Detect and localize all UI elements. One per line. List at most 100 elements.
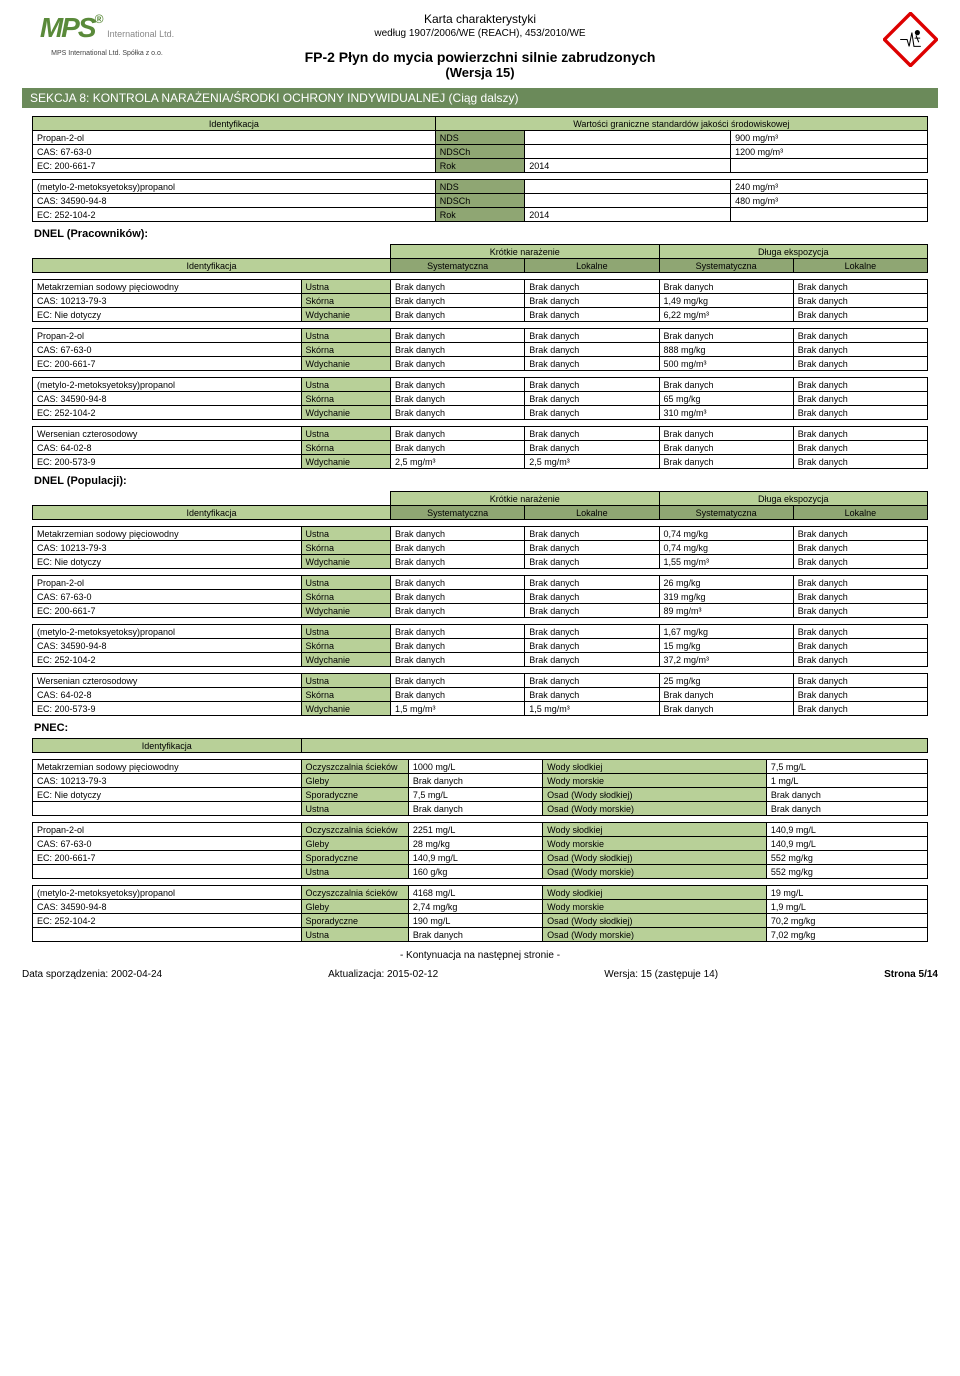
value-cell: Brak danych xyxy=(391,343,525,357)
value-cell: 2,74 mg/kg xyxy=(408,900,542,914)
route-cell: Skórna xyxy=(301,541,391,555)
dnel-group-table: Metakrzemian sodowy pięciowodnyUstnaBrak… xyxy=(32,526,928,569)
value-cell: Brak danych xyxy=(391,555,525,569)
route-cell: Skórna xyxy=(301,688,391,702)
route-cell: Sporadyczne xyxy=(301,914,408,928)
value-cell: Brak danych xyxy=(525,308,659,322)
value-cell: Brak danych xyxy=(659,378,793,392)
value-cell: Brak danych xyxy=(391,378,525,392)
value-cell: 310 mg/m³ xyxy=(659,406,793,420)
value-cell: Brak danych xyxy=(525,406,659,420)
value-cell: Brak danych xyxy=(525,329,659,343)
value-cell: 2,5 mg/m³ xyxy=(525,455,659,469)
table-row: Metakrzemian sodowy pięciowodnyUstnaBrak… xyxy=(33,280,928,294)
dnel-group-table: Wersenian czterosodowyUstnaBrak danychBr… xyxy=(32,426,928,469)
value-cell: 7,5 mg/L xyxy=(766,760,927,774)
substance-id: EC: 200-661-7 xyxy=(33,851,302,865)
substance-id: CAS: 67-63-0 xyxy=(33,590,302,604)
route-cell: Ustna xyxy=(301,378,391,392)
value-cell: 28 mg/kg xyxy=(408,837,542,851)
value-cell: 500 mg/m³ xyxy=(659,357,793,371)
long-exposure-header: Długa ekspozycja xyxy=(659,245,928,259)
value-cell: Brak danych xyxy=(391,541,525,555)
value-cell: Brak danych xyxy=(391,427,525,441)
value-cell: 7,02 mg/kg xyxy=(766,928,927,942)
route-cell: Oczyszczalnia ścieków xyxy=(301,886,408,900)
value-cell: Brak danych xyxy=(793,653,927,667)
compartment-cell: Wody słodkiej xyxy=(543,823,767,837)
table-row: EC: Nie dotyczySporadyczne7,5 mg/LOsad (… xyxy=(33,788,928,802)
value-cell: Brak danych xyxy=(391,688,525,702)
value-cell: 2251 mg/L xyxy=(408,823,542,837)
route-cell: Ustna xyxy=(301,928,408,942)
substance-id: CAS: 67-63-0 xyxy=(33,837,302,851)
substance-id: Wersenian czterosodowy xyxy=(33,427,302,441)
pnec-group-table: (metylo-2-metoksyetoksy)propanolOczyszcz… xyxy=(32,885,928,942)
value-cell: Brak danych xyxy=(408,928,542,942)
dnel-group-table: (metylo-2-metoksyetoksy)propanolUstnaBra… xyxy=(32,624,928,667)
substance-id: CAS: 64-02-8 xyxy=(33,441,302,455)
value-cell: Brak danych xyxy=(525,625,659,639)
table-row: CAS: 64-02-8SkórnaBrak danychBrak danych… xyxy=(33,441,928,455)
substance-id: Metakrzemian sodowy pięciowodny xyxy=(33,760,302,774)
col-identyfikacja: Identyfikacja xyxy=(33,117,436,131)
long-exposure-header: Długa ekspozycja xyxy=(659,492,928,506)
value-cell: 1,5 mg/m³ xyxy=(525,702,659,716)
value-cell: Brak danych xyxy=(793,427,927,441)
table-row: (metylo-2-metoksyetoksy)propanolUstnaBra… xyxy=(33,378,928,392)
table-row: EC: 252-104-2Rok2014 xyxy=(33,208,928,222)
value-cell: Brak danych xyxy=(408,802,542,816)
table-row: UstnaBrak danychOsad (Wody morskie)Brak … xyxy=(33,802,928,816)
cell xyxy=(525,180,731,194)
value-cell: Brak danych xyxy=(525,357,659,371)
table-row: UstnaBrak danychOsad (Wody morskie)7,02 … xyxy=(33,928,928,942)
route-cell: Wdychanie xyxy=(301,653,391,667)
table-row: CAS: 67-63-0SkórnaBrak danychBrak danych… xyxy=(33,343,928,357)
substance-id: Wersenian czterosodowy xyxy=(33,674,302,688)
substance-id: CAS: 67-63-0 xyxy=(33,343,302,357)
value-cell: Brak danych xyxy=(793,357,927,371)
route-cell: Skórna xyxy=(301,441,391,455)
footer-date-updated: Aktualizacja: 2015-02-12 xyxy=(328,969,438,980)
cell: 2014 xyxy=(525,208,731,222)
table-row: Propan-2-olUstnaBrak danychBrak danych26… xyxy=(33,576,928,590)
pnec-group-table: Metakrzemian sodowy pięciowodnyOczyszcza… xyxy=(32,759,928,816)
value-cell: 70,2 mg/kg xyxy=(766,914,927,928)
value-cell: Brak danych xyxy=(793,280,927,294)
compartment-cell: Wody słodkiej xyxy=(543,886,767,900)
cell: Rok xyxy=(435,159,525,173)
value-cell: Brak danych xyxy=(793,541,927,555)
substance-id: (metylo-2-metoksyetoksy)propanol xyxy=(33,886,302,900)
value-cell: Brak danych xyxy=(391,441,525,455)
value-cell: Brak danych xyxy=(525,639,659,653)
value-cell: Brak danych xyxy=(766,802,927,816)
value-cell: 1,49 mg/kg xyxy=(659,294,793,308)
table-row: EC: 200-661-7Sporadyczne140,9 mg/LOsad (… xyxy=(33,851,928,865)
value-cell: 7,5 mg/L xyxy=(408,788,542,802)
substance-id: EC: 252-104-2 xyxy=(33,914,302,928)
route-cell: Ustna xyxy=(301,865,408,879)
table-row: CAS: 64-02-8SkórnaBrak danychBrak danych… xyxy=(33,688,928,702)
value-cell: Brak danych xyxy=(793,455,927,469)
route-cell: Wdychanie xyxy=(301,357,391,371)
route-cell: Skórna xyxy=(301,294,391,308)
logo-company: MPS International Ltd. Spółka z o.o. xyxy=(22,50,192,57)
value-cell: 140,9 mg/L xyxy=(766,823,927,837)
route-cell: Wdychanie xyxy=(301,555,391,569)
value-cell: 552 mg/kg xyxy=(766,851,927,865)
value-cell: 1,55 mg/m³ xyxy=(659,555,793,569)
cell: CAS: 34590-94-8 xyxy=(33,194,436,208)
table-row: CAS: 67-63-0Gleby28 mg/kgWody morskie140… xyxy=(33,837,928,851)
substance-id: EC: 252-104-2 xyxy=(33,406,302,420)
dnel-pop-title: DNEL (Populacji): xyxy=(34,475,928,487)
substance-id: Metakrzemian sodowy pięciowodny xyxy=(33,527,302,541)
value-cell: Brak danych xyxy=(793,555,927,569)
value-cell: 552 mg/kg xyxy=(766,865,927,879)
cell: (metylo-2-metoksyetoksy)propanol xyxy=(33,180,436,194)
value-cell: 65 mg/kg xyxy=(659,392,793,406)
section-header: SEKCJA 8: KONTROLA NARAŻENIA/ŚRODKI OCHR… xyxy=(22,88,938,108)
table-row: EC: Nie dotyczyWdychanieBrak danychBrak … xyxy=(33,308,928,322)
value-cell: Brak danych xyxy=(525,392,659,406)
value-cell: Brak danych xyxy=(525,604,659,618)
value-cell: Brak danych xyxy=(525,590,659,604)
